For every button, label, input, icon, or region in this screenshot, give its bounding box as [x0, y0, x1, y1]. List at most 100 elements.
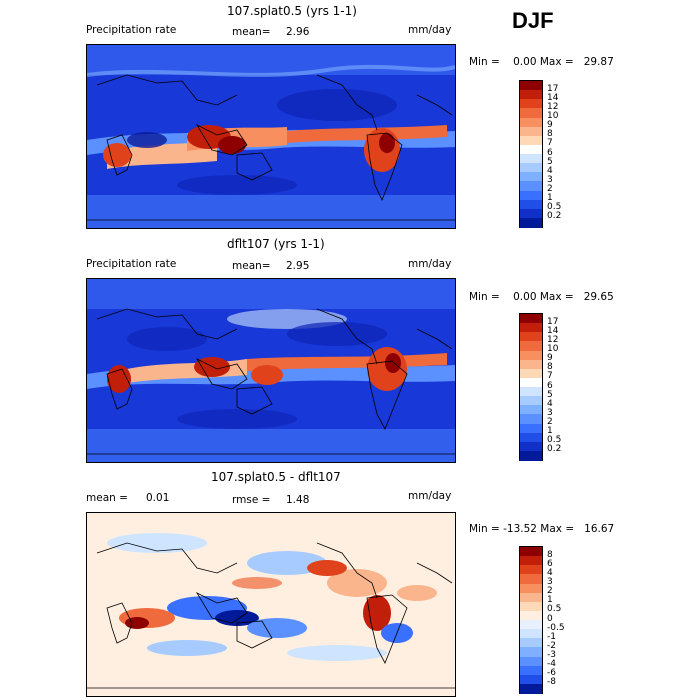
- panel-3-mean-label: mean =: [86, 492, 128, 504]
- colorbar-segment: [520, 341, 542, 352]
- colorbar-tick-label: 17: [547, 83, 559, 94]
- colorbar-tick-label: 0.5: [547, 202, 562, 213]
- colorbar-tick-label: 7: [547, 138, 553, 149]
- colorbar-segment: [520, 647, 542, 658]
- colorbar-tick-label: 0.5: [547, 604, 562, 615]
- colorbar-segment: [520, 574, 542, 585]
- colorbar-segment: [520, 423, 542, 434]
- colorbar-segment: [520, 565, 542, 576]
- colorbar-segment: [520, 414, 542, 425]
- colorbar-tick-label: 12: [547, 101, 559, 112]
- panel-3-mean-value: 0.01: [146, 492, 170, 504]
- colorbar-segment: [520, 441, 542, 452]
- panel-1-map: [86, 44, 456, 229]
- colorbar-segment: [520, 592, 542, 603]
- colorbar-tick-label: 8: [547, 362, 553, 373]
- colorbar-segment: [520, 144, 542, 155]
- colorbar-tick-label: 2: [547, 417, 553, 427]
- colorbar-tick-label: 1: [547, 426, 553, 437]
- panel-1-units: mm/day: [408, 24, 452, 36]
- panel-1-mean-label: mean=: [232, 26, 271, 38]
- panel-2-mean-value: 2.95: [286, 260, 310, 272]
- colorbar-tick-label: 4: [547, 165, 553, 176]
- panel-3-rmse-label: rmse =: [232, 494, 271, 506]
- colorbar-segment: [520, 108, 542, 119]
- season-label: DJF: [512, 8, 554, 33]
- colorbar-tick-label: 1: [547, 193, 553, 204]
- panel-2-units: mm/day: [408, 258, 452, 270]
- colorbar-segment: [520, 601, 542, 612]
- panel-2-minmax: Min = 0.00 Max = 29.65: [469, 291, 614, 303]
- panel-3-map: [86, 512, 456, 697]
- colorbar-tick-label: 6: [547, 558, 553, 569]
- colorbar-tick-label: -1: [547, 631, 556, 642]
- colorbar-segment: [520, 208, 542, 219]
- colorbar-tick-label: -8: [547, 677, 556, 688]
- colorbar-tick-label: 1: [547, 595, 553, 606]
- colorbar-tick-label: 6: [547, 380, 553, 391]
- colorbar-segment: [520, 432, 542, 443]
- colorbar-tick-label: 0.5: [547, 435, 562, 446]
- panel-3-title: 107.splat0.5 - dflt107: [211, 470, 341, 484]
- colorbar-segment: [520, 323, 542, 334]
- colorbar-tick-label: 6: [547, 147, 553, 158]
- colorbar-segment: [520, 396, 542, 407]
- colorbar-tick-label: 0.2: [547, 211, 562, 222]
- colorbar-segment: [520, 638, 542, 649]
- colorbar-tick-label: 4: [547, 398, 553, 409]
- colorbar-segment: [520, 81, 542, 91]
- colorbar-tick-label: 17: [547, 316, 559, 327]
- colorbar-segment: [520, 181, 542, 192]
- colorbar-tick-label: 5: [547, 156, 553, 167]
- colorbar-segment: [520, 629, 542, 640]
- panel-3-rmse-value: 1.48: [286, 494, 310, 506]
- colorbar-segment: [520, 583, 542, 594]
- colorbar-tick-label: 2: [547, 586, 553, 597]
- panel-2-colorbar: [519, 313, 543, 461]
- panel-3-minmax: Min = -13.52 Max = 16.67: [469, 523, 615, 535]
- panel-1-mean-value: 2.96: [286, 26, 310, 38]
- colorbar-tick-label: 8: [547, 129, 553, 140]
- colorbar-segment: [520, 387, 542, 397]
- colorbar-tick-label: 12: [547, 334, 559, 345]
- colorbar-tick-label: 5: [547, 389, 553, 400]
- panel-1-title: 107.splat0.5 (yrs 1-1): [227, 4, 357, 18]
- panel-3-colorbar: [519, 546, 543, 694]
- colorbar-tick-label: -3: [547, 650, 556, 660]
- colorbar-tick-label: 3: [547, 174, 553, 185]
- panel-3-units: mm/day: [408, 490, 452, 502]
- colorbar-segment: [520, 117, 542, 128]
- colorbar-tick-label: 3: [547, 577, 553, 587]
- colorbar-tick-label: 3: [547, 407, 553, 418]
- colorbar-tick-label: 14: [547, 92, 559, 103]
- panel-2-title: dflt107 (yrs 1-1): [227, 237, 325, 251]
- panel-1-colorbar: [519, 80, 543, 228]
- colorbar-tick-label: 9: [547, 353, 553, 364]
- colorbar-tick-label: 4: [547, 567, 553, 578]
- colorbar-tick-label: -2: [547, 640, 556, 651]
- colorbar-segment: [520, 368, 542, 379]
- colorbar-segment: [520, 620, 542, 630]
- colorbar-tick-label: 0.2: [547, 444, 562, 455]
- colorbar-segment: [520, 163, 542, 174]
- colorbar-tick-label: -4: [547, 659, 556, 670]
- colorbar-segment: [520, 450, 542, 461]
- colorbar-tick-label: 10: [547, 344, 559, 354]
- colorbar-tick-label: 2: [547, 184, 553, 194]
- colorbar-segment: [520, 199, 542, 210]
- colorbar-segment: [520, 556, 542, 567]
- colorbar-segment: [520, 314, 542, 324]
- panel-2-mean-label: mean=: [232, 260, 271, 272]
- colorbar-tick-label: 9: [547, 120, 553, 131]
- colorbar-segment: [520, 405, 542, 416]
- colorbar-segment: [520, 90, 542, 101]
- colorbar-segment: [520, 217, 542, 228]
- panel-2-map: [86, 278, 456, 463]
- panel-1-variable-label: Precipitation rate: [86, 24, 177, 36]
- panel-2-variable-label: Precipitation rate: [86, 258, 177, 270]
- colorbar-segment: [520, 547, 542, 557]
- colorbar-segment: [520, 359, 542, 370]
- colorbar-segment: [520, 683, 542, 694]
- colorbar-segment: [520, 172, 542, 183]
- colorbar-segment: [520, 656, 542, 667]
